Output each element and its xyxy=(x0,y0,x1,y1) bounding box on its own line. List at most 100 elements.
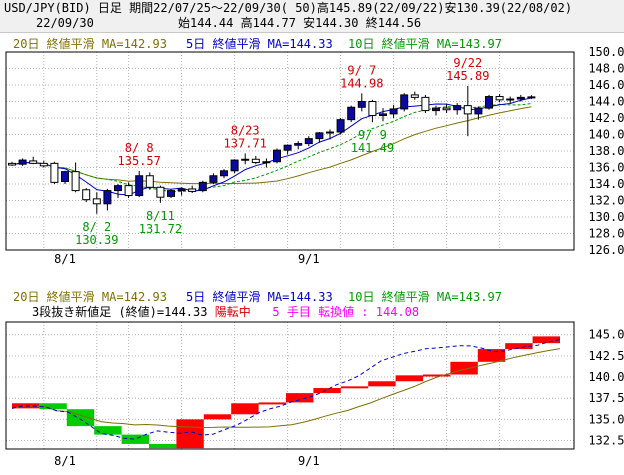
y-tick-label: 150.00 xyxy=(588,45,624,59)
candle xyxy=(29,160,38,164)
rise-brick xyxy=(477,349,506,362)
candle xyxy=(209,175,218,183)
breakout-status: 陽転中 xyxy=(214,305,251,319)
high-value-label: 145.89 xyxy=(446,69,489,83)
high-date-label: 9/22 xyxy=(453,56,482,70)
candle xyxy=(400,94,409,110)
candle xyxy=(294,143,303,146)
candle xyxy=(262,161,271,164)
high-date-label: 8/ 8 xyxy=(125,141,154,155)
header-symbol-period: USD/JPY(BID) 日足 期間22/07/25～22/09/30( 50)… xyxy=(4,1,573,15)
candle xyxy=(516,96,525,100)
rise-brick xyxy=(231,403,259,415)
candle xyxy=(39,162,48,167)
fall-brick xyxy=(149,443,177,449)
low-date-label: 9/ 9 xyxy=(358,128,387,142)
fall-brick xyxy=(121,434,149,444)
candle xyxy=(145,175,154,188)
candle xyxy=(92,198,101,205)
high-value-label: 135.57 xyxy=(118,154,161,168)
y-tick-label: 148.00 xyxy=(588,62,624,76)
high-value-label: 144.98 xyxy=(340,76,383,90)
rise-brick xyxy=(368,381,396,387)
rise-brick xyxy=(395,375,423,382)
low-value-label: 131.72 xyxy=(139,222,182,236)
candle xyxy=(495,96,504,101)
candle xyxy=(8,162,16,166)
y-tick-label: 135.00 xyxy=(588,412,624,426)
candle xyxy=(326,131,334,134)
candle xyxy=(304,138,313,145)
y-tick-label: 136.00 xyxy=(588,161,624,175)
low-value-label: 141.49 xyxy=(351,141,394,155)
legend-ma20: 20日 終値平滑 MA=142.93 xyxy=(13,37,167,51)
rise-brick xyxy=(423,374,451,377)
rise-brick xyxy=(532,336,560,344)
candle xyxy=(177,188,186,192)
y-tick-label: 132.00 xyxy=(588,194,624,208)
candle xyxy=(410,94,419,98)
y-tick-label: 132.50 xyxy=(588,434,624,448)
y-tick-label: 140.00 xyxy=(588,370,624,384)
y-tick-label: 146.00 xyxy=(588,78,624,92)
rise-brick xyxy=(505,343,533,350)
high-date-label: 9/ 7 xyxy=(347,63,376,77)
y-tick-label: 140.00 xyxy=(588,128,624,142)
legend-ma20-lower: 20日 終値平滑 MA=142.93 xyxy=(13,290,167,304)
x-tick-label: 8/1 xyxy=(54,252,76,266)
low-value-label: 130.39 xyxy=(75,233,118,247)
breakout-prefix: 3段抜き新値足 (終値)=144.33 xyxy=(32,305,215,319)
candle xyxy=(103,190,112,205)
rise-brick xyxy=(286,393,314,403)
ma10-line xyxy=(11,103,532,193)
y-tick-label: 128.00 xyxy=(588,227,624,241)
candle xyxy=(188,188,197,192)
legend-ma10: 10日 終値平滑 MA=143.97 xyxy=(348,37,502,51)
plot-frame-top xyxy=(5,51,575,251)
candle xyxy=(368,101,377,117)
candle xyxy=(421,96,430,112)
candle xyxy=(506,98,515,101)
breakout-info: 3段抜き新値足 (終値)=144.33 陽転中 5 手目 転換値 : 144.0… xyxy=(32,305,419,319)
rise-brick xyxy=(258,402,286,405)
rise-brick xyxy=(340,386,369,389)
candle xyxy=(220,170,228,177)
candle xyxy=(71,171,80,192)
fall-brick xyxy=(39,403,67,410)
candle xyxy=(474,107,483,115)
candle xyxy=(453,105,462,111)
fall-brick xyxy=(66,409,95,427)
high-date-label: 8/23 xyxy=(231,123,260,137)
candle xyxy=(389,108,398,115)
candle xyxy=(273,149,281,163)
breakout-count: 5 手目 転換値 : 144.08 xyxy=(272,305,420,319)
y-tick-label: 130.00 xyxy=(588,210,624,224)
y-tick-label: 138.00 xyxy=(588,144,624,158)
rise-brick xyxy=(203,414,232,420)
candle xyxy=(114,185,122,192)
candle xyxy=(156,186,165,198)
legend-ma5-lower: 5日 終値平滑 MA=144.33 xyxy=(186,290,333,304)
header-ohlc: 始144.44 高144.77 安144.30 終144.56 xyxy=(178,16,422,30)
candle xyxy=(347,106,356,121)
rise-brick xyxy=(450,361,478,375)
y-tick-label: 142.50 xyxy=(588,349,624,363)
candle xyxy=(82,189,91,201)
candle xyxy=(336,119,345,133)
header-date: 22/09/30 xyxy=(36,16,94,30)
candle xyxy=(124,185,133,197)
candle xyxy=(315,132,324,140)
y-tick-label: 145.00 xyxy=(588,328,624,342)
y-tick-label: 126.00 xyxy=(588,243,624,257)
candle xyxy=(442,107,451,111)
candle xyxy=(527,96,536,99)
legend-ma5: 5日 終値平滑 MA=144.33 xyxy=(186,37,333,51)
ma20-line xyxy=(11,106,532,185)
candle xyxy=(18,159,27,165)
y-tick-label: 137.50 xyxy=(588,391,624,405)
low-date-label: 8/ 2 xyxy=(82,220,111,234)
y-tick-label: 134.00 xyxy=(588,177,624,191)
candle xyxy=(251,158,260,164)
candle xyxy=(485,96,493,109)
